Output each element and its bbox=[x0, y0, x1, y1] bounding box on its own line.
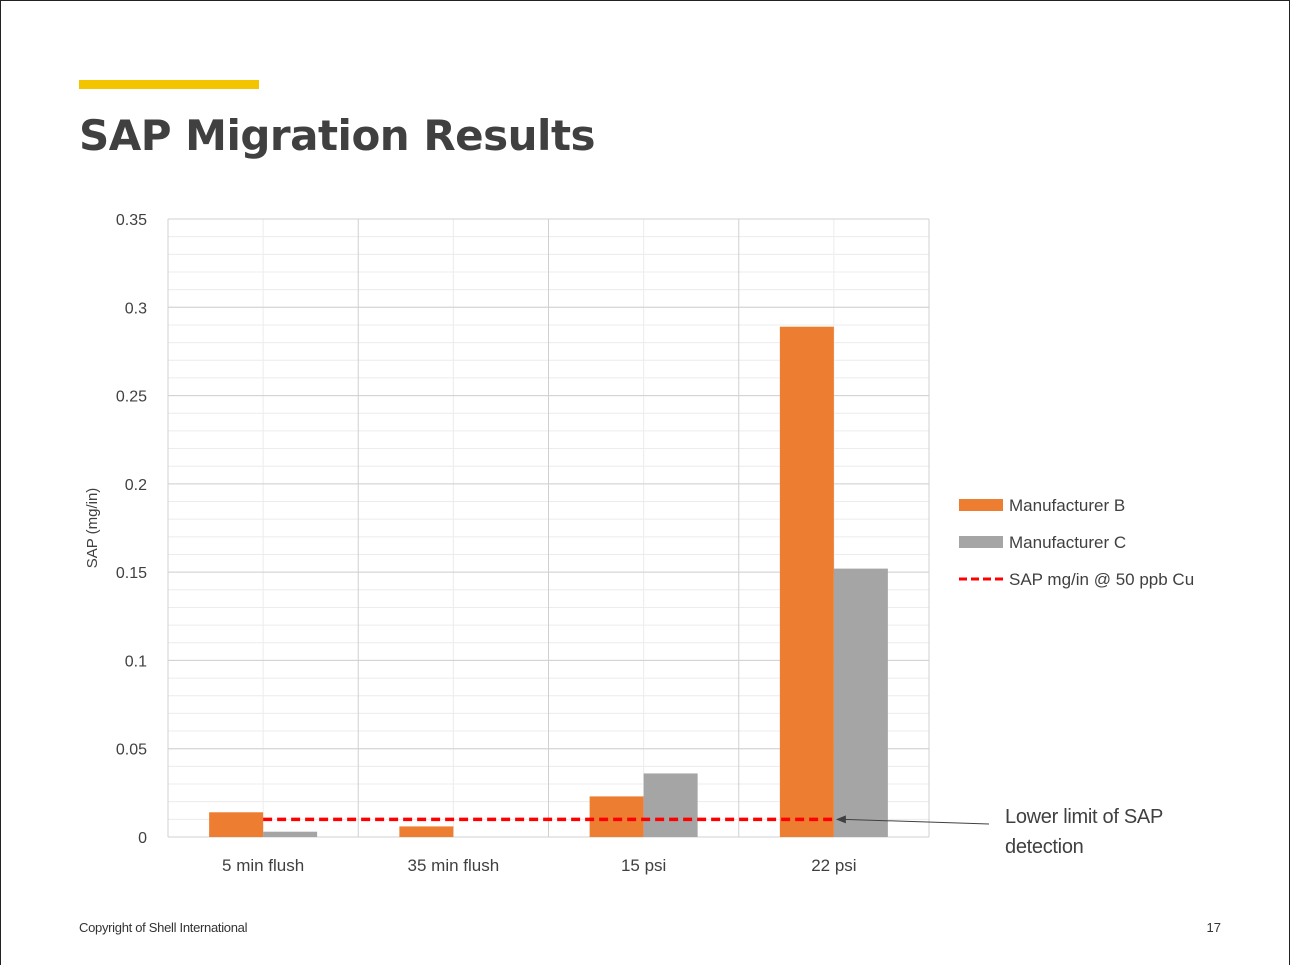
x-tick-label: 35 min flush bbox=[408, 856, 500, 875]
bar-manufacturer-b bbox=[209, 812, 264, 837]
slide-title: SAP Migration Results bbox=[79, 111, 596, 160]
x-tick-label: 15 psi bbox=[621, 856, 666, 875]
y-tick-label: 0.3 bbox=[125, 300, 147, 317]
annotation-arrow-line bbox=[843, 818, 990, 825]
copyright-footer: Copyright of Shell International bbox=[79, 920, 248, 935]
y-tick-label: 0.2 bbox=[125, 477, 147, 494]
y-tick-label: 0.1 bbox=[125, 653, 147, 670]
bar-manufacturer-c bbox=[833, 568, 888, 837]
y-axis-label: SAP (mg/in) bbox=[84, 488, 101, 569]
annotation-text: detection bbox=[1005, 836, 1083, 858]
y-tick-label: 0 bbox=[138, 830, 147, 847]
bar-manufacturer-c bbox=[263, 831, 318, 837]
legend-label: SAP mg/in @ 50 ppb Cu bbox=[1009, 570, 1194, 589]
legend-swatch bbox=[959, 499, 1003, 511]
bar-manufacturer-b bbox=[589, 796, 644, 837]
bar-manufacturer-c bbox=[643, 773, 698, 837]
x-tick-label: 5 min flush bbox=[222, 856, 304, 875]
annotation-arrowhead bbox=[835, 815, 846, 824]
title-accent-bar bbox=[79, 80, 259, 89]
bar-manufacturer-b bbox=[399, 826, 454, 837]
y-tick-label: 0.05 bbox=[116, 742, 147, 759]
y-tick-label: 0.15 bbox=[116, 565, 147, 582]
page-number: 17 bbox=[1206, 920, 1221, 935]
legend-label: Manufacturer C bbox=[1009, 533, 1126, 552]
sap-migration-chart: 0 0.05 0.1 0.15 0.2 0.25 0.3 0.35 5 min flush 35 … bbox=[84, 212, 1194, 875]
bar-manufacturer-b bbox=[779, 326, 834, 837]
y-tick-label: 0.25 bbox=[116, 389, 147, 406]
legend-label: Manufacturer B bbox=[1009, 496, 1125, 515]
annotation-text: Lower limit of SAP bbox=[1005, 806, 1163, 828]
legend-swatch bbox=[959, 536, 1003, 548]
x-tick-label: 22 psi bbox=[811, 856, 856, 875]
y-tick-label: 0.35 bbox=[116, 212, 147, 229]
